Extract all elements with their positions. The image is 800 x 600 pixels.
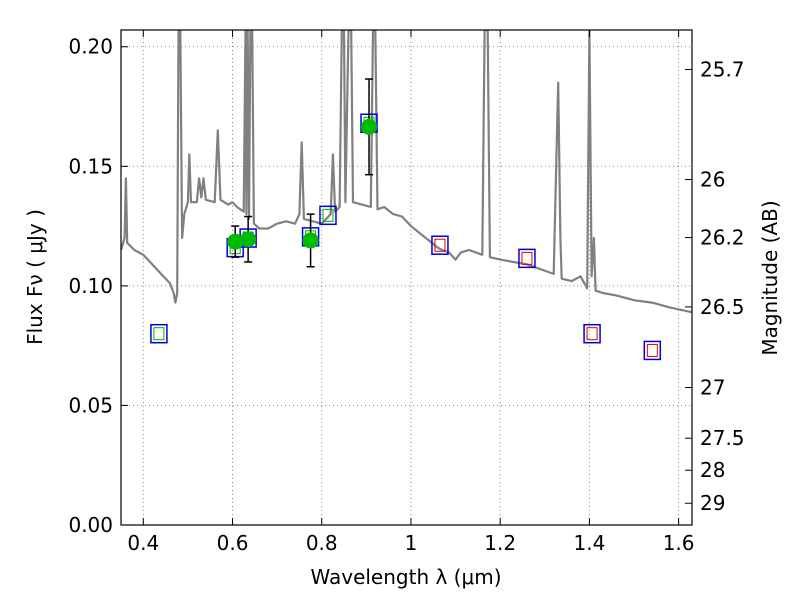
x-axis-label: Wavelength λ (μm) [310, 565, 501, 589]
model-photometry-box [431, 235, 449, 255]
model-photometry-inner [586, 327, 598, 341]
model-photometry-inner [322, 208, 334, 222]
mag-tick-label: 27 [700, 376, 725, 400]
model-photometry-inner [646, 343, 658, 357]
mag-tick-label: 26.5 [700, 295, 745, 319]
model-sed-layer [121, 30, 692, 314]
model-photometry-box [518, 248, 536, 269]
y-axis-label: Flux Fν ( μJy ) [23, 209, 47, 345]
observed-point [240, 231, 257, 248]
mag-tick-label: 26 [700, 167, 725, 191]
y-tick-label: 0.10 [68, 274, 113, 298]
model-photometry-box [319, 205, 337, 226]
x-tick-label: 1 [405, 531, 418, 555]
mag-tick-label: 28 [700, 458, 725, 482]
mag-tick-label: 25.7 [700, 57, 745, 81]
mag-tick-label: 27.5 [700, 426, 745, 450]
y-tick-label: 0.20 [68, 35, 113, 59]
x-tick-label: 0.6 [217, 531, 249, 555]
y-tick-label: 0.05 [68, 393, 113, 417]
x-tick-label: 0.4 [127, 531, 159, 555]
y2-axis-label: Magnitude (AB) [758, 200, 782, 355]
model-photometry-inner [521, 251, 533, 265]
x-tick-label: 1.4 [573, 531, 605, 555]
model-photometry-inner [153, 327, 165, 341]
y-tick-label: 0.00 [68, 513, 113, 537]
grid-lines [121, 30, 692, 525]
x-tick-label: 1.2 [484, 531, 516, 555]
mag-tick-label: 26.2 [700, 226, 745, 250]
x-tick-label: 0.8 [306, 531, 338, 555]
axis-ticks: 0.4 0.6 0.8 1 1.2 1.4 1.6 0.00 0.05 0.10 0.15 0.20 2… [68, 30, 745, 555]
model-photometry-box [150, 323, 168, 344]
plot-frame [120, 29, 693, 526]
mag-tick-label: 29 [700, 491, 725, 515]
model-sed-line [121, 30, 692, 314]
model-photometry-inner [434, 238, 446, 252]
observed-point [361, 118, 378, 135]
observed-photometry-layer [227, 78, 378, 268]
x-tick-label: 1.6 [663, 531, 695, 555]
model-photometry-box [583, 323, 601, 344]
observed-point [302, 232, 319, 249]
observed-point [227, 233, 244, 250]
model-photometry-box [643, 340, 662, 361]
y-tick-label: 0.15 [68, 154, 113, 178]
